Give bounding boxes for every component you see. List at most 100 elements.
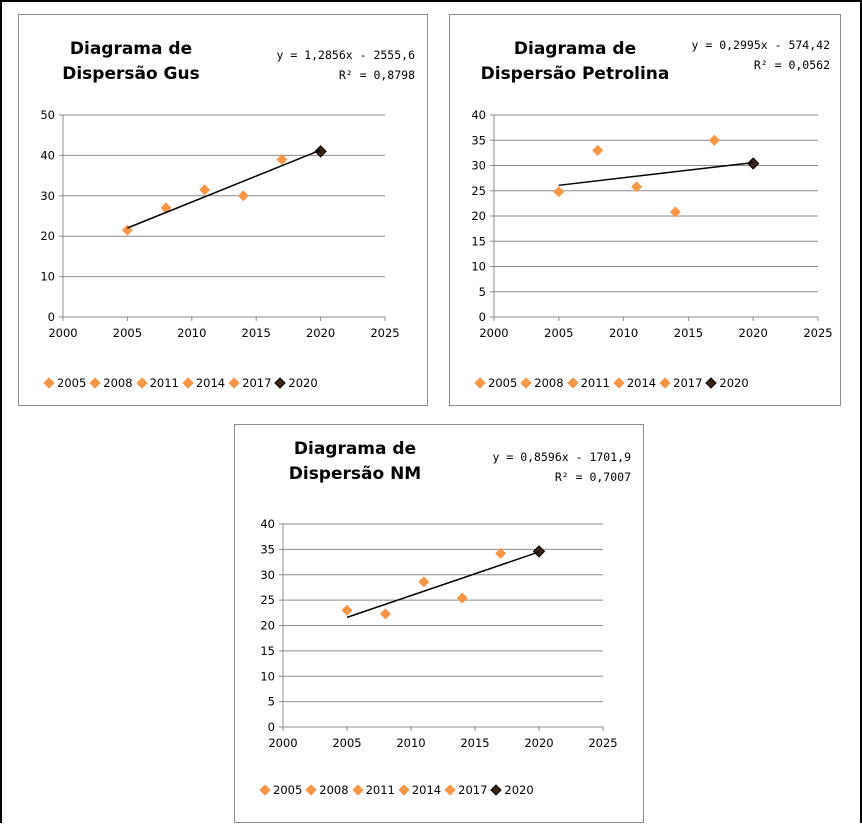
data-point-2017	[495, 547, 507, 559]
y-tick-label: 5	[479, 285, 486, 299]
chart-title-line-1: Diagrama de	[513, 39, 637, 59]
x-tick-label: 2015	[674, 326, 703, 340]
data-point-2011	[631, 181, 643, 193]
legend-marker	[490, 784, 503, 796]
legend-marker	[43, 377, 55, 389]
x-tick-label: 2025	[803, 326, 832, 340]
scatter-plot: 0 10 20 30 40 50 2000 2005 2010 2015 2020 2025	[40, 108, 399, 340]
legend-marker	[520, 377, 532, 389]
y-tick-label: 5	[268, 695, 275, 709]
trendline-equation: y = 1,2856x - 2555,6 R² = 0,8798	[277, 45, 415, 85]
y-tick-label: 25	[471, 184, 486, 198]
legend-marker	[182, 377, 194, 389]
legend-marker	[398, 784, 410, 796]
y-tick-label: 25	[260, 593, 275, 607]
legend-item-2017: 2017	[228, 376, 271, 390]
legend-marker	[444, 784, 456, 796]
data-point-2005	[553, 186, 565, 198]
chart-title-line-2: Dispersão Petrolina	[480, 64, 670, 84]
chart-legend: 2005 2008 2011 2014 2017 2020	[43, 376, 323, 390]
y-tick-label: 40	[260, 517, 275, 531]
legend-item-2011: 2011	[135, 376, 179, 390]
legend-label: 2014	[626, 376, 657, 390]
chart-title: Diagrama de Dispersão NM	[265, 437, 445, 487]
y-tick-label: 0	[48, 310, 55, 324]
legend-item-2020: 2020	[274, 376, 318, 390]
legend-marker	[259, 784, 271, 796]
x-tick-label: 2000	[268, 736, 297, 750]
legend-item-2020: 2020	[490, 783, 534, 797]
y-tick-label: 20	[260, 619, 275, 633]
chart-title-line-2: Dispersão Gus	[62, 64, 200, 84]
legend-item-2014: 2014	[398, 783, 442, 797]
y-tick-label: 0	[268, 720, 275, 734]
y-tick-label: 35	[260, 542, 275, 556]
legend-item-2014: 2014	[613, 376, 657, 390]
data-point-2014	[669, 206, 681, 218]
x-tick-label: 2010	[609, 326, 638, 340]
y-tick-label: 30	[40, 189, 55, 203]
legend-label: 2011	[365, 783, 395, 797]
legend-item-2020: 2020	[705, 376, 749, 390]
legend-marker	[135, 377, 148, 389]
legend-marker	[566, 377, 579, 389]
y-tick-label: 30	[260, 568, 275, 582]
y-tick-label: 40	[471, 108, 486, 122]
x-tick-label: 2005	[544, 326, 573, 340]
data-point-2020	[314, 145, 327, 158]
legend-item-2008: 2008	[89, 376, 133, 390]
data-point-2017	[708, 134, 720, 146]
data-point-2014	[237, 190, 249, 202]
legend-item-2014: 2014	[182, 376, 226, 390]
x-tick-label: 2025	[370, 326, 399, 340]
y-tick-label: 30	[471, 159, 486, 173]
equation-label: y = 1,2856x - 2555,6	[276, 48, 415, 62]
data-point-2008	[592, 144, 604, 156]
chart-legend: 2005 2008 2011 2014 2017 2020	[474, 376, 754, 390]
legend-label: 2011	[580, 376, 610, 390]
r-squared-label: R² = 0,0562	[753, 58, 830, 72]
legend-label: 2017	[673, 376, 703, 390]
legend-marker	[305, 784, 317, 796]
data-point-2017	[276, 153, 288, 165]
legend-label: 2017	[458, 783, 488, 797]
legend-item-2017: 2017	[444, 783, 488, 797]
data-point-2020	[532, 545, 546, 558]
r-squared-label: R² = 0,7007	[554, 470, 631, 484]
legend-label: 2020	[504, 783, 534, 797]
legend-item-2008: 2008	[520, 376, 564, 390]
y-tick-label: 35	[471, 133, 486, 147]
chart-panel-petrolina: Diagrama de Dispersão Petrolina y = 0,29…	[449, 14, 841, 406]
y-tick-label: 10	[260, 669, 275, 683]
legend-item-2008: 2008	[305, 783, 349, 797]
x-tick-label: 2005	[113, 326, 142, 340]
y-tick-label: 40	[40, 148, 55, 162]
y-tick-label: 20	[471, 209, 486, 223]
chart-panel-nm: Diagrama de Dispersão NM y = 0,8596x - 1…	[234, 424, 644, 823]
legend-label: 2005	[273, 783, 303, 797]
x-tick-label: 2000	[48, 326, 77, 340]
legend-item-2005: 2005	[474, 376, 518, 390]
y-tick-label: 0	[479, 310, 486, 324]
legend-label: 2014	[411, 783, 442, 797]
legend-marker	[274, 377, 287, 389]
trendline	[127, 149, 321, 229]
x-tick-label: 2010	[177, 326, 206, 340]
trendline	[346, 551, 540, 619]
chart-title: Diagrama de Dispersão Petrolina	[464, 37, 686, 87]
x-tick-label: 2000	[479, 326, 508, 340]
y-tick-label: 15	[260, 644, 275, 658]
legend-label: 2008	[103, 376, 133, 390]
x-tick-label: 2015	[460, 736, 489, 750]
legend-label: 2005	[488, 376, 518, 390]
data-point-2005	[341, 604, 353, 616]
legend-label: 2014	[195, 376, 226, 390]
legend-marker	[351, 784, 364, 796]
y-tick-label: 20	[40, 229, 55, 243]
data-point-2008	[379, 608, 391, 620]
legend-marker	[228, 377, 240, 389]
y-tick-label: 50	[40, 108, 55, 122]
x-tick-label: 2025	[588, 736, 617, 750]
